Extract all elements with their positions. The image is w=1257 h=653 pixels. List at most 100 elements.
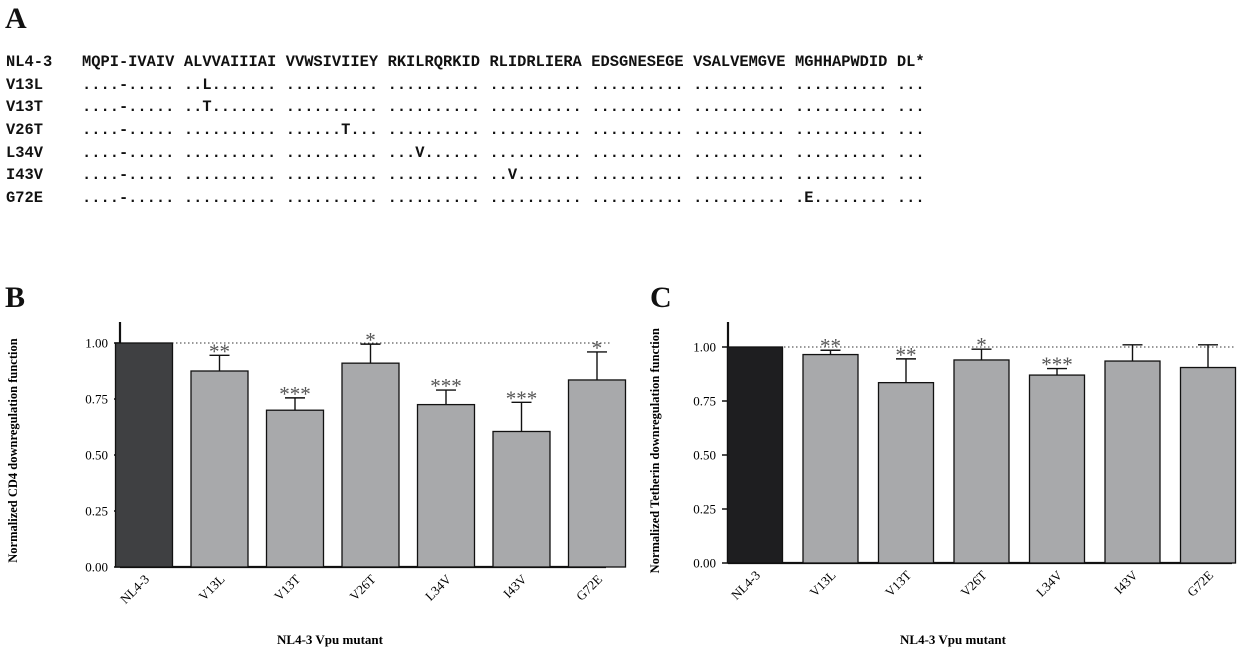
- alignment-segment: ..........: [591, 75, 684, 94]
- x-tick-label: NL4-3: [728, 568, 763, 603]
- significance-marker: ***: [430, 374, 462, 398]
- significance-marker: **: [209, 339, 230, 363]
- bar: [492, 430, 551, 568]
- alignment-segment: ..........: [591, 121, 684, 140]
- alignment-row-name: V13L: [6, 75, 43, 94]
- alignment-segment: ....-.....: [82, 189, 175, 208]
- alignment-segment: ....-.....: [82, 121, 175, 140]
- bar: [190, 370, 249, 568]
- alignment-segment: ..........: [693, 143, 786, 162]
- y-axis-label: Normalized Tetherin downregulation funct…: [648, 328, 662, 573]
- alignment-segment: ..........: [795, 121, 888, 140]
- x-tick-label: I43V: [500, 571, 530, 601]
- alignment-segment: ..........: [489, 189, 582, 208]
- alignment-row-name: V26T: [6, 121, 43, 140]
- bar: [265, 409, 325, 568]
- alignment-segment: VSALVEMGVE: [693, 53, 786, 71]
- alignment-segment: ..........: [285, 143, 379, 162]
- alignment-segment: ..........: [795, 166, 888, 185]
- alignment-segment: RLIDRLIERA: [489, 53, 582, 71]
- alignment-segment: ....-.....: [82, 75, 175, 94]
- alignment-row-name: L34V: [6, 143, 43, 162]
- alignment-segment: ..........: [591, 98, 684, 117]
- alignment-row-name: I43V: [6, 166, 43, 185]
- alignment-segment: ..V.......: [489, 166, 582, 185]
- x-tick-label: I43V: [1111, 567, 1141, 597]
- alignment-segment: ..........: [693, 75, 786, 94]
- alignment-segment: EDSGNESEGE: [591, 53, 684, 71]
- x-tick-label: G72E: [1184, 567, 1216, 599]
- x-tick-label: L34V: [422, 571, 454, 603]
- x-tick-label: V13T: [271, 571, 303, 603]
- alignment-segment: ...V......: [387, 143, 480, 162]
- significance-marker: ***: [279, 382, 311, 406]
- y-tick-label: 1.00: [85, 336, 108, 351]
- alignment-segment: ..........: [591, 143, 684, 162]
- alignment-segment: ..........: [591, 189, 684, 208]
- alignment-segment: MQPI-IVAIV: [82, 53, 175, 71]
- alignment-segment: ..T.......: [183, 98, 277, 117]
- bar: [1028, 374, 1086, 564]
- alignment-segment: ......T...: [285, 121, 379, 140]
- alignment-segment: ..........: [183, 121, 277, 140]
- alignment-segment: ..........: [489, 121, 582, 140]
- alignment-segment: ...: [896, 189, 925, 208]
- alignment-segment: ...: [896, 166, 925, 185]
- alignment-segment: .E........: [795, 189, 888, 208]
- alignment-segment: ..........: [285, 166, 379, 185]
- x-tick-label: V13L: [196, 571, 228, 603]
- alignment-segment: ..........: [387, 121, 480, 140]
- alignment-segment: ..........: [183, 166, 277, 185]
- y-tick-label: 0.50: [85, 448, 108, 463]
- x-tick-label: L34V: [1033, 567, 1065, 599]
- significance-marker: *: [976, 333, 987, 357]
- alignment-segment: ..........: [489, 75, 582, 94]
- y-tick-label: 1.00: [693, 340, 716, 355]
- significance-marker: *: [592, 336, 603, 360]
- y-tick-label: 0.50: [693, 448, 716, 463]
- alignment-segment: ..........: [285, 189, 379, 208]
- significance-marker: **: [820, 334, 841, 358]
- x-tick-label: G72E: [573, 571, 605, 603]
- bar: [567, 379, 627, 568]
- alignment-segment: ..L.......: [183, 75, 277, 94]
- y-tick-label: 0.25: [693, 502, 716, 517]
- significance-marker: **: [896, 343, 917, 367]
- panel-b-label: B: [5, 281, 26, 314]
- x-tick-label: V13T: [882, 567, 914, 599]
- significance-marker: ***: [506, 386, 538, 410]
- bar: [877, 381, 935, 564]
- alignment-segment: ...: [896, 121, 925, 140]
- alignment-segment: ..........: [387, 166, 480, 185]
- y-tick-label: 0.25: [85, 504, 108, 519]
- y-tick-label: 0.00: [85, 560, 108, 575]
- bar: [953, 359, 1010, 564]
- x-tick-label: V26T: [347, 571, 379, 603]
- alignment-segment: ..........: [183, 189, 277, 208]
- alignment-row: L34V ....-......................... ...V..…: [6, 142, 934, 165]
- chart-c-tetherin-downregulation: Normalized Tetherin downregulation funct…: [648, 322, 1237, 647]
- alignment-segment: ...: [896, 75, 925, 94]
- alignment-segment: ..........: [693, 98, 786, 117]
- alignment-segment: ..........: [693, 121, 786, 140]
- significance-marker: ***: [1041, 353, 1073, 377]
- alignment-segment: ..........: [693, 166, 786, 185]
- alignment-segment: MGHHAPWDID: [795, 53, 888, 71]
- alignment-row: V26T ....-............... ......T.........…: [6, 119, 934, 142]
- sequence-alignment: NL4-3 MQPI-IVAIV ALVVAIIIAI VVWSIVIIEY RKILR…: [6, 51, 934, 210]
- alignment-segment: ..........: [693, 189, 786, 208]
- x-tick-label: V13L: [807, 567, 839, 599]
- alignment-row: V13L ....-..... ..L.......................…: [6, 74, 934, 97]
- alignment-segment: RKILRQRKID: [387, 53, 480, 71]
- alignment-segment: ..........: [387, 75, 480, 94]
- alignment-row: NL4-3 MQPI-IVAIV ALVVAIIIAI VVWSIVIIEY RKILR…: [6, 51, 934, 74]
- bar: [1179, 366, 1237, 564]
- alignment-segment: ALVVAIIIAI: [183, 53, 277, 71]
- x-tick-label: V26T: [958, 567, 990, 599]
- alignment-row: G72E ....-...............................…: [6, 187, 934, 210]
- alignment-segment: ..........: [591, 166, 684, 185]
- x-axis-label: NL4-3 Vpu mutant: [900, 632, 1007, 647]
- alignment-row: V13T ....-..... ..T.......................…: [6, 96, 934, 119]
- alignment-segment: DL*: [896, 53, 925, 71]
- y-tick-label: 0.75: [85, 392, 108, 407]
